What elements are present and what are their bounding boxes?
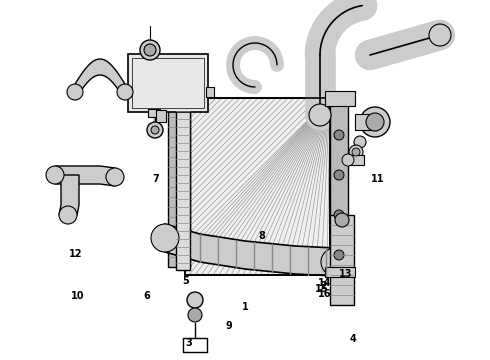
Text: 2: 2 [320, 281, 327, 291]
Circle shape [360, 107, 390, 137]
Circle shape [117, 84, 133, 100]
Bar [176, 103, 190, 270]
Circle shape [334, 170, 344, 180]
Circle shape [334, 250, 344, 260]
Circle shape [144, 44, 156, 56]
Circle shape [67, 84, 83, 100]
Circle shape [354, 136, 366, 148]
Polygon shape [55, 166, 115, 186]
Circle shape [309, 104, 331, 126]
Bar [156, 110, 166, 122]
Bar [330, 103, 348, 270]
Text: 1: 1 [242, 302, 248, 312]
Circle shape [46, 166, 64, 184]
Circle shape [321, 248, 349, 276]
Text: 16: 16 [318, 289, 332, 299]
Circle shape [187, 292, 203, 308]
Bar [148, 109, 160, 117]
Circle shape [352, 148, 360, 156]
Circle shape [334, 130, 344, 140]
Polygon shape [59, 175, 79, 215]
Text: 4: 4 [349, 334, 356, 344]
Bar [168, 106, 190, 267]
Circle shape [147, 122, 163, 138]
Bar [355, 114, 377, 130]
Text: 14: 14 [318, 278, 332, 288]
Circle shape [59, 206, 77, 224]
Bar [325, 91, 355, 106]
Circle shape [140, 40, 160, 60]
Text: 15: 15 [315, 284, 329, 294]
Circle shape [349, 145, 363, 159]
Text: 10: 10 [71, 291, 84, 301]
Text: 11: 11 [370, 174, 384, 184]
Circle shape [366, 113, 384, 131]
Circle shape [429, 24, 451, 46]
Bar [185, 98, 330, 275]
Bar [206, 87, 214, 97]
Text: 3: 3 [185, 338, 192, 348]
Circle shape [188, 308, 202, 322]
Bar [128, 54, 208, 112]
Bar [185, 98, 330, 275]
Text: 6: 6 [144, 291, 150, 301]
Circle shape [335, 213, 349, 227]
Text: 12: 12 [69, 249, 83, 259]
Bar [325, 267, 355, 277]
Bar [122, 87, 130, 97]
Bar [132, 58, 204, 108]
Circle shape [151, 126, 159, 134]
Polygon shape [75, 59, 125, 100]
Polygon shape [165, 224, 335, 276]
Circle shape [151, 224, 179, 252]
Text: 9: 9 [226, 321, 233, 331]
Circle shape [342, 154, 354, 166]
Text: 13: 13 [339, 269, 353, 279]
Bar [348, 155, 364, 165]
Circle shape [106, 168, 124, 186]
Bar [330, 215, 354, 305]
Circle shape [334, 210, 344, 220]
Text: 7: 7 [152, 174, 159, 184]
Text: 5: 5 [182, 276, 189, 286]
Text: 8: 8 [259, 231, 266, 241]
